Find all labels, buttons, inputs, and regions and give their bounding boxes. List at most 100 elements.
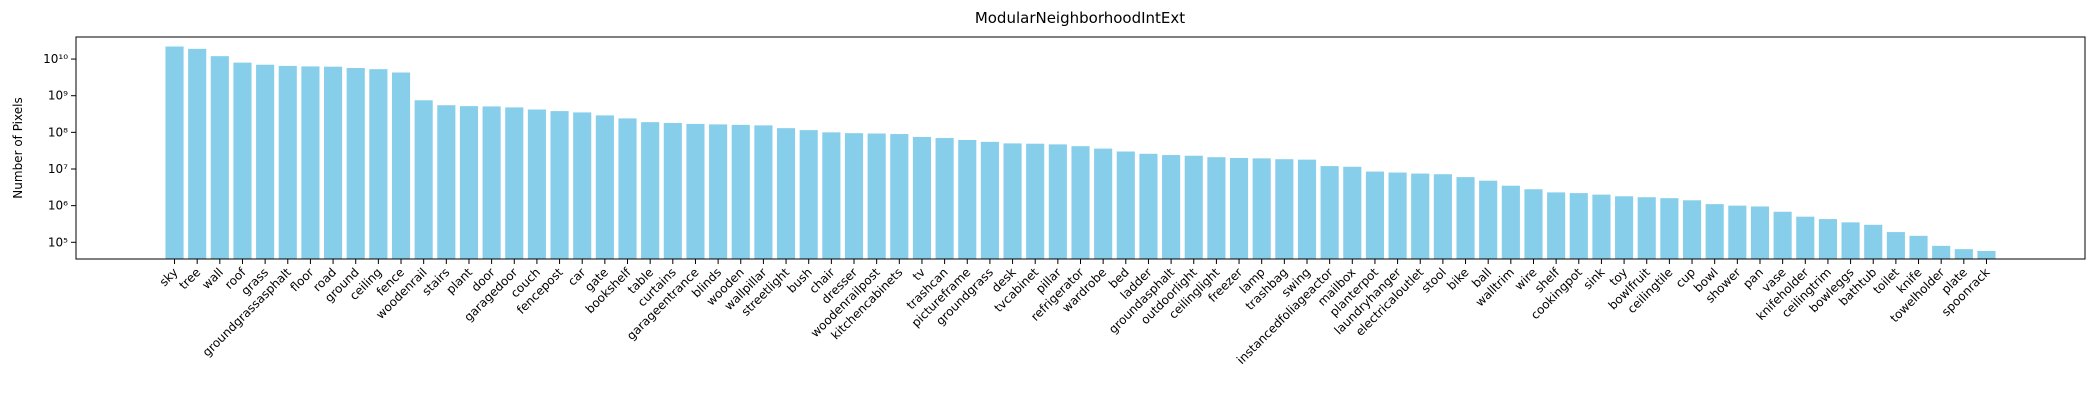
bar (1207, 157, 1226, 259)
bar (890, 134, 909, 259)
y-tick-label: 10⁷ (48, 162, 68, 176)
bar (1841, 222, 1860, 259)
bar (1071, 146, 1090, 259)
x-tick-label: sky (157, 265, 181, 289)
y-tick-label: 10⁶ (48, 199, 68, 213)
bar (1728, 205, 1747, 259)
bar (1479, 180, 1498, 259)
bar (1433, 174, 1452, 259)
bar (1094, 148, 1113, 259)
bar (595, 115, 614, 259)
bar (505, 107, 524, 259)
bar (1592, 194, 1611, 259)
bar (1682, 200, 1702, 259)
bar (210, 56, 229, 259)
bar (1886, 232, 1905, 259)
bar (278, 65, 297, 259)
bar (1365, 171, 1385, 259)
y-axis-label: Number of Pixels (11, 97, 25, 198)
bar (980, 141, 999, 259)
bar (1139, 153, 1158, 259)
bar (188, 48, 207, 259)
x-tick-label: floor (287, 265, 316, 294)
bar (482, 106, 501, 259)
bar (1162, 155, 1181, 259)
bar (346, 68, 365, 259)
bar (550, 111, 569, 260)
bar (1026, 143, 1045, 259)
bar (1864, 224, 1883, 259)
bar (641, 122, 660, 259)
bar (1003, 143, 1022, 259)
bar (301, 66, 320, 260)
bar (1501, 185, 1520, 259)
bar (1252, 158, 1271, 259)
x-tick-label: tree (176, 265, 203, 292)
bar (1275, 159, 1294, 259)
bar (1932, 245, 1951, 259)
x-tick-label: stool (1419, 265, 1449, 295)
y-tick-label: 10⁹ (48, 89, 68, 103)
bar (1456, 177, 1475, 259)
x-tick-label: plant (444, 265, 476, 297)
bar (1547, 192, 1566, 259)
bar (776, 128, 796, 259)
bar (958, 139, 977, 259)
x-tick-label: bike (1444, 265, 1471, 292)
bar (1320, 166, 1339, 259)
bar (686, 123, 705, 259)
bar (709, 124, 728, 260)
bar (1705, 204, 1724, 259)
bar (1818, 219, 1837, 259)
bar (1750, 206, 1770, 259)
bar (867, 133, 886, 259)
bar (414, 100, 433, 259)
bar (799, 130, 818, 259)
bar (1796, 216, 1815, 259)
plot-frame (75, 36, 2086, 260)
bar (1048, 144, 1067, 259)
bar (459, 106, 479, 260)
bar (1388, 172, 1407, 259)
bar (754, 125, 773, 259)
bar (1569, 193, 1588, 259)
bar (1524, 189, 1543, 259)
bar (1229, 157, 1249, 259)
bar (844, 133, 864, 259)
bar (165, 46, 184, 259)
bar (1184, 155, 1203, 259)
bar (663, 122, 682, 260)
bar (1660, 198, 1679, 259)
bar (935, 138, 954, 259)
y-tick-label: 10⁸ (48, 125, 68, 139)
bar (912, 136, 932, 259)
bar (618, 118, 637, 259)
bar (1977, 250, 1996, 259)
y-tick-label: 10⁵ (48, 235, 68, 249)
bar (1954, 249, 1973, 259)
bar (527, 109, 546, 260)
bar (391, 72, 411, 260)
x-tick-label: wall (199, 265, 226, 292)
bar (731, 124, 750, 259)
x-tick-label: sink (1581, 265, 1608, 292)
bar (437, 105, 456, 260)
y-tick-label: 10¹⁰ (43, 52, 68, 66)
bar (1411, 173, 1430, 259)
bar (1116, 151, 1135, 259)
x-tick-label: toilet (1870, 265, 1902, 297)
bar (1343, 166, 1362, 259)
bar (822, 132, 841, 259)
bar (573, 112, 592, 259)
bar (324, 66, 343, 259)
chart-title: ModularNeighborhoodIntExt (975, 9, 1185, 27)
bar (233, 62, 252, 259)
bar (1773, 211, 1792, 259)
bar (256, 64, 275, 260)
bar (1637, 197, 1656, 259)
bar (369, 69, 388, 259)
bar (1615, 196, 1634, 259)
bar (1297, 159, 1317, 259)
bar (1909, 235, 1928, 259)
